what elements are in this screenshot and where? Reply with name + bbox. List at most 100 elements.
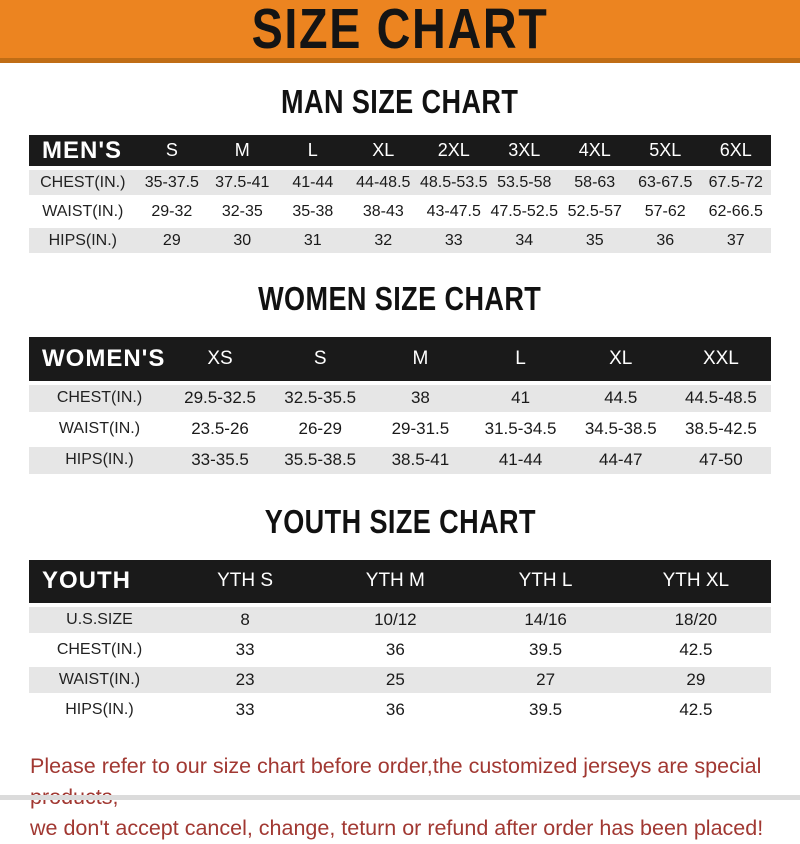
size-value-cell: 38.5-41 (370, 446, 471, 474)
size-value-cell: 44-48.5 (348, 170, 419, 196)
size-value-cell: 36 (629, 228, 701, 254)
size-value-cell: 44.5 (570, 384, 671, 412)
size-column-header: XL (348, 135, 419, 167)
size-column-header: S (270, 336, 371, 381)
row-label: HIPS(IN.) (29, 446, 170, 474)
table-row: U.S.SIZE 8 10/12 14/16 18/20 (29, 606, 771, 633)
size-value-cell: 33 (169, 636, 321, 663)
table-row: WAIST(IN.) 23 25 27 29 (29, 666, 771, 693)
size-value-cell: 38 (370, 384, 471, 412)
table-header-label: MEN'S (29, 135, 137, 167)
size-value-cell: 42.5 (620, 696, 771, 723)
size-value-cell: 62-66.5 (700, 199, 771, 225)
size-column-header: S (136, 135, 208, 167)
size-value-cell: 34.5-38.5 (570, 415, 671, 443)
table-header-row: WOMEN'S XS S M L XL XXL (29, 336, 771, 381)
size-value-cell: 35 (559, 228, 630, 254)
women-section-title-text: WOMEN SIZE CHART (258, 280, 542, 318)
size-value-cell: 29-32 (136, 199, 208, 225)
size-value-cell: 32.5-35.5 (270, 384, 371, 412)
men-size-section: MAN SIZE CHART MEN'S S M L XL 2XL 3XL 4XL 5XL 6XL… (0, 63, 800, 257)
size-value-cell: 39.5 (470, 636, 621, 663)
size-column-header: 5XL (629, 135, 701, 167)
size-value-cell: 35-38 (277, 199, 349, 225)
size-column-header: M (370, 336, 471, 381)
men-section-title: MAN SIZE CHART (0, 63, 800, 131)
men-section-title-text: MAN SIZE CHART (281, 83, 519, 120)
size-value-cell: 41-44 (277, 170, 349, 196)
size-value-cell: 38-43 (348, 199, 419, 225)
size-column-header: XL (570, 336, 671, 381)
size-value-cell: 47-50 (670, 446, 771, 474)
youth-size-section: YOUTH SIZE CHART YOUTH YTH S YTH M YTH L YTH… (0, 478, 800, 727)
size-value-cell: 8 (169, 606, 321, 633)
size-column-header: L (277, 135, 349, 167)
table-row: CHEST(IN.) 29.5-32.5 32.5-35.5 38 41 44.5 44.5… (29, 384, 771, 412)
women-size-table: WOMEN'S XS S M L XL XXL CHEST(IN.) 29.5-32.5 32.5… (29, 333, 771, 478)
size-column-header: XS (169, 336, 271, 381)
row-label: WAIST(IN.) (29, 199, 137, 225)
size-value-cell: 63-67.5 (629, 170, 701, 196)
men-size-table: MEN'S S M L XL 2XL 3XL 4XL 5XL 6XL CHEST(IN.) 35-37… (29, 131, 771, 257)
size-value-cell: 39.5 (470, 696, 621, 723)
row-label: U.S.SIZE (29, 606, 170, 633)
size-value-cell: 58-63 (559, 170, 630, 196)
size-value-cell: 41 (470, 384, 571, 412)
table-row: WAIST(IN.) 23.5-26 26-29 29-31.5 31.5-34.5 34… (29, 415, 771, 443)
size-value-cell: 44-47 (570, 446, 671, 474)
size-column-header: 4XL (559, 135, 630, 167)
size-value-cell: 14/16 (470, 606, 621, 633)
women-section-title: WOMEN SIZE CHART (0, 257, 800, 332)
youth-section-title-text: YOUTH SIZE CHART (264, 502, 536, 540)
size-value-cell: 36 (320, 696, 471, 723)
size-value-cell: 44.5-48.5 (670, 384, 771, 412)
row-label: CHEST(IN.) (29, 170, 137, 196)
banner-title: SIZE CHART (251, 0, 549, 61)
row-label: WAIST(IN.) (29, 415, 170, 443)
table-row: CHEST(IN.) 33 36 39.5 42.5 (29, 636, 771, 663)
size-column-header: XXL (670, 336, 771, 381)
size-value-cell: 31 (277, 228, 349, 254)
size-value-cell: 27 (470, 666, 621, 693)
size-column-header: YTH S (169, 559, 321, 603)
size-value-cell: 33 (418, 228, 489, 254)
size-value-cell: 18/20 (620, 606, 771, 633)
women-size-section: WOMEN SIZE CHART WOMEN'S XS S M L XL XXL CHEST(… (0, 257, 800, 477)
size-value-cell: 31.5-34.5 (470, 415, 571, 443)
table-row: CHEST(IN.) 35-37.5 37.5-41 41-44 44-48.5 48.5… (29, 170, 771, 196)
size-value-cell: 29-31.5 (370, 415, 471, 443)
size-value-cell: 36 (320, 636, 471, 663)
size-column-header: M (207, 135, 278, 167)
table-row: HIPS(IN.) 33-35.5 35.5-38.5 38.5-41 41-44 44-… (29, 446, 771, 474)
size-value-cell: 42.5 (620, 636, 771, 663)
table-header-label: WOMEN'S (29, 336, 170, 381)
size-value-cell: 30 (207, 228, 278, 254)
size-column-header: L (470, 336, 571, 381)
row-label: HIPS(IN.) (29, 696, 170, 723)
size-value-cell: 48.5-53.5 (418, 170, 489, 196)
youth-section-title: YOUTH SIZE CHART (0, 478, 800, 556)
size-value-cell: 37.5-41 (207, 170, 278, 196)
table-row: HIPS(IN.) 33 36 39.5 42.5 (29, 696, 771, 723)
bottom-divider (0, 795, 800, 800)
table-header-row: YOUTH YTH S YTH M YTH L YTH XL (29, 559, 771, 603)
youth-size-table: YOUTH YTH S YTH M YTH L YTH XL U.S.SIZE 8 10/12… (29, 556, 771, 727)
size-value-cell: 47.5-52.5 (489, 199, 560, 225)
size-value-cell: 34 (489, 228, 560, 254)
size-value-cell: 35-37.5 (136, 170, 208, 196)
size-column-header: 3XL (489, 135, 560, 167)
size-value-cell: 29.5-32.5 (169, 384, 271, 412)
size-value-cell: 10/12 (320, 606, 471, 633)
row-label: HIPS(IN.) (29, 228, 137, 254)
size-chart-banner: SIZE CHART (0, 0, 800, 63)
size-column-header: YTH XL (620, 559, 771, 603)
size-value-cell: 41-44 (470, 446, 571, 474)
size-value-cell: 26-29 (270, 415, 371, 443)
size-value-cell: 32-35 (207, 199, 278, 225)
size-column-header: 2XL (418, 135, 489, 167)
size-value-cell: 53.5-58 (489, 170, 560, 196)
order-notice-line2: we don't accept cancel, change, teturn o… (30, 816, 764, 841)
size-column-header: YTH M (320, 559, 471, 603)
size-value-cell: 29 (620, 666, 771, 693)
size-value-cell: 33 (169, 696, 321, 723)
